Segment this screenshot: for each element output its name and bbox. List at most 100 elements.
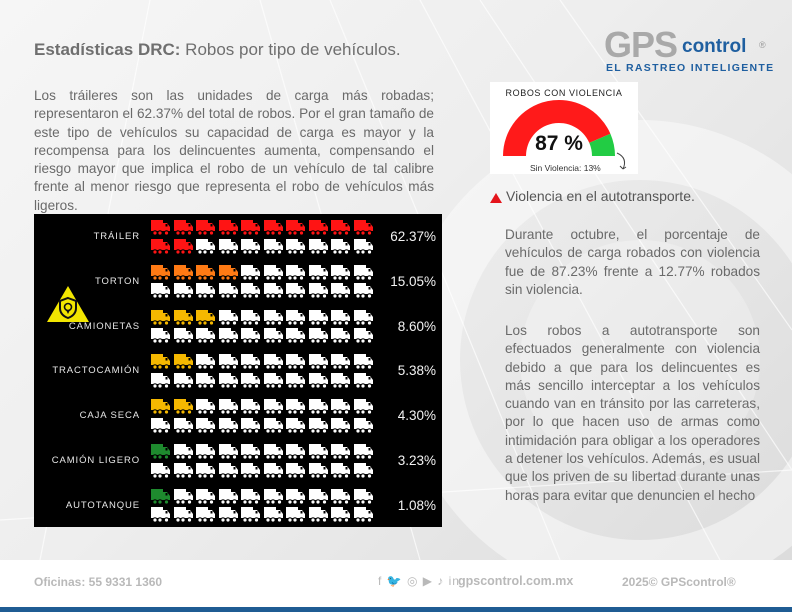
- truck-icon-empty: [173, 328, 193, 344]
- truck-icon-empty: [241, 283, 260, 300]
- truck-icon-filled: [151, 488, 170, 505]
- footer-copyright: 2025© GPScontrol®: [622, 575, 736, 589]
- truck-icon-empty: [196, 283, 215, 300]
- truck-icon-empty: [196, 488, 215, 505]
- truck-icon-empty: [308, 264, 328, 281]
- gauge-segment-no-violence: [589, 133, 615, 156]
- truck-icon-empty: [308, 444, 328, 460]
- truck-icon-empty: [353, 238, 373, 255]
- footer: Oficinas: 55 9331 1360 f 🐦 ◎ ▶ ♪ in gpsc…: [0, 560, 792, 608]
- logo-registered: ®: [759, 40, 766, 50]
- truck-icon-filled: [286, 220, 305, 236]
- category-label: TORTON: [95, 275, 140, 287]
- violence-gauge: ROBOS CON VIOLENCIA 87 %: [490, 82, 638, 174]
- truck-icon-empty: [353, 283, 373, 300]
- shield-location-warning-icon: [47, 286, 89, 322]
- truck-icon-empty: [173, 372, 193, 389]
- truck-icon-empty: [353, 417, 373, 434]
- gauge-arc: [503, 100, 615, 156]
- truck-icon-empty: [286, 488, 305, 505]
- truck-icon-empty: [218, 462, 238, 479]
- truck-icon-empty: [331, 488, 350, 505]
- truck-icon-empty: [151, 328, 170, 344]
- truck-icon-empty: [263, 283, 283, 300]
- truck-icon-empty: [331, 462, 350, 479]
- truck-icon-empty: [218, 238, 238, 255]
- truck-icon-empty: [331, 507, 350, 524]
- truck-icon-empty: [286, 462, 305, 479]
- truck-icon-empty: [286, 507, 305, 524]
- truck-icon-empty: [218, 417, 238, 434]
- truck-icon-empty: [263, 488, 283, 505]
- truck-icon-empty: [308, 283, 328, 300]
- truck-icon-empty: [196, 372, 215, 389]
- gauge-sin-violencia-label: Sin Violencia: 13%: [530, 163, 601, 173]
- truck-icon-empty: [353, 462, 373, 479]
- category-label: CAJA SECA: [79, 410, 140, 422]
- truck-icon-filled: [196, 309, 215, 326]
- truck-icon-empty: [218, 309, 238, 326]
- truck-icon-empty: [331, 444, 350, 460]
- truck-icon-empty: [241, 328, 260, 344]
- truck-icon-filled: [218, 264, 238, 281]
- truck-icon-empty: [308, 488, 328, 505]
- truck-icon-empty: [353, 354, 373, 371]
- right-paragraph-1: Durante octubre, el porcentaje de vehícu…: [505, 227, 760, 297]
- truck-icon-empty: [286, 399, 305, 415]
- truck-icon-empty: [331, 417, 350, 434]
- category-percentage: 5.38%: [397, 363, 436, 379]
- truck-icon-empty: [263, 507, 283, 524]
- footer-social-icons[interactable]: f 🐦 ◎ ▶ ♪ in: [378, 574, 460, 588]
- truck-icon-empty: [196, 238, 215, 255]
- truck-icon-empty: [331, 309, 350, 326]
- truck-icon-empty: [353, 488, 373, 505]
- truck-icon-empty: [286, 372, 305, 389]
- truck-icon-empty: [218, 507, 238, 524]
- red-triangle-icon: [490, 193, 502, 203]
- truck-icon-empty: [353, 309, 373, 326]
- truck-icon-empty: [308, 399, 328, 415]
- truck-icon-filled: [331, 220, 350, 236]
- truck-icon-filled: [218, 220, 238, 236]
- truck-icon-empty: [196, 328, 215, 344]
- truck-icon-filled: [173, 354, 193, 371]
- truck-icon-filled: [353, 220, 373, 236]
- right-heading: Violencia en el autotransporte.: [506, 188, 695, 204]
- truck-icon-empty: [263, 354, 283, 371]
- truck-icon-empty: [263, 399, 283, 415]
- truck-icon-empty: [218, 354, 238, 371]
- truck-icon-filled: [151, 238, 170, 255]
- category-percentage: 1.08%: [397, 497, 436, 513]
- truck-icon-empty: [241, 399, 260, 415]
- truck-icon-empty: [218, 399, 238, 415]
- category-percentage: 15.05%: [390, 273, 436, 289]
- truck-icon-empty: [308, 309, 328, 326]
- truck-icon-empty: [308, 417, 328, 434]
- truck-icon-empty: [218, 444, 238, 460]
- truck-icon-empty: [218, 328, 238, 344]
- truck-icon-empty: [353, 507, 373, 524]
- truck-icon-filled: [151, 399, 170, 415]
- page-title: Estadísticas DRC: Robos por tipo de vehí…: [34, 40, 401, 60]
- truck-icon-filled: [151, 264, 170, 281]
- truck-icon-filled: [151, 354, 170, 371]
- truck-icon-empty: [196, 444, 215, 460]
- truck-icon-empty: [331, 264, 350, 281]
- truck-icon-empty: [286, 417, 305, 434]
- footer-offices: Oficinas: 55 9331 1360: [34, 575, 163, 589]
- truck-icon-empty: [331, 283, 350, 300]
- gauge-title: ROBOS CON VIOLENCIA: [505, 88, 623, 98]
- intro-paragraph: Los tráileres son las unidades de carga …: [34, 88, 434, 213]
- truck-icon-filled: [173, 220, 193, 236]
- truck-icon-filled: [241, 220, 260, 236]
- category-percentage: 8.60%: [397, 318, 436, 334]
- truck-icon-empty: [196, 462, 215, 479]
- footer-website-link[interactable]: gpscontrol.com.mx: [458, 574, 574, 588]
- truck-icon-empty: [263, 372, 283, 389]
- truck-icon-empty: [286, 354, 305, 371]
- category-label: TRACTOCAMIÓN: [52, 365, 140, 377]
- truck-icon-empty: [241, 354, 260, 371]
- truck-icon-filled: [263, 220, 283, 236]
- truck-icon-empty: [151, 283, 170, 300]
- truck-icon-empty: [151, 507, 170, 524]
